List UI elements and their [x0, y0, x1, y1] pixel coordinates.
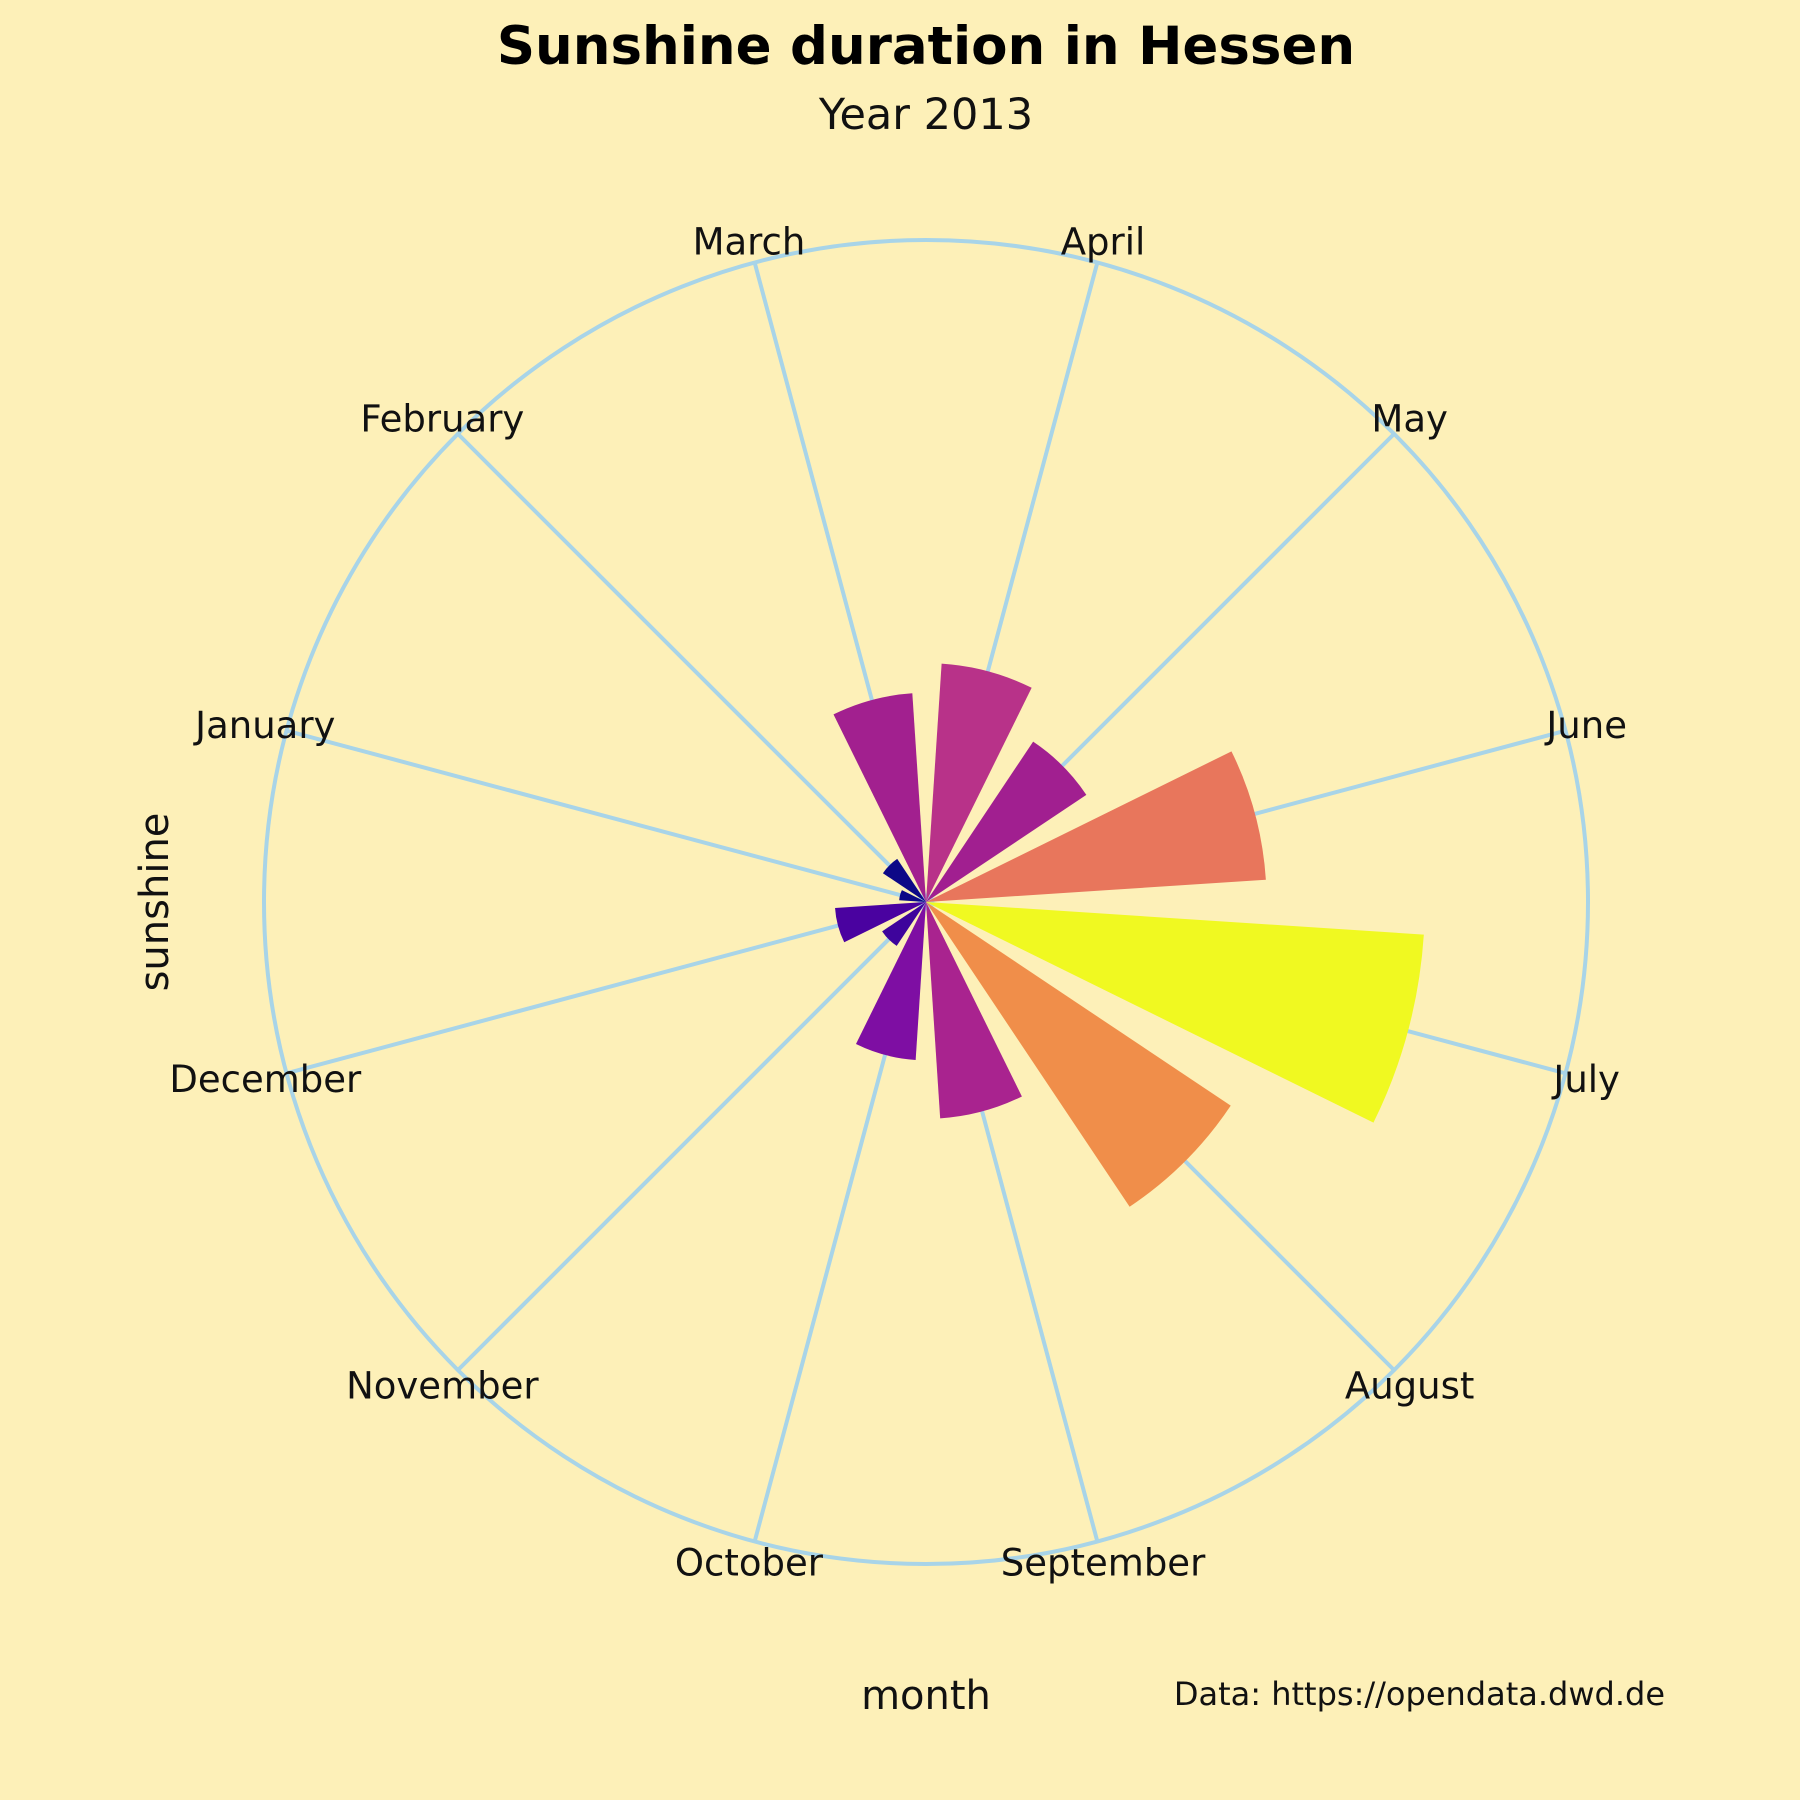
- bar-january: [899, 890, 926, 902]
- tick-label-june: June: [1544, 704, 1627, 747]
- data-source-caption: Data: https://opendata.dwd.de: [1174, 1675, 1665, 1713]
- bar-december: [835, 902, 926, 943]
- x-axis-label: month: [861, 1673, 991, 1719]
- bar-november: [882, 902, 926, 946]
- grid-spoke: [456, 900, 928, 1372]
- bar-september: [926, 902, 1022, 1119]
- grid-spoke: [286, 900, 927, 1076]
- tick-label-july: July: [1551, 1058, 1620, 1101]
- bar-june: [926, 751, 1266, 902]
- bars: [833, 663, 1424, 1207]
- tick-label-december: December: [169, 1058, 362, 1101]
- chart-title: Sunshine duration in Hessen: [497, 16, 1355, 77]
- tick-label-march: March: [693, 220, 806, 263]
- bar-october: [855, 902, 926, 1060]
- y-axis-label: sunshine: [132, 813, 178, 992]
- grid-spoke: [456, 432, 928, 904]
- outer-grid-circle: [262, 238, 1590, 1566]
- tick-label-october: October: [675, 1542, 824, 1585]
- tick-label-april: April: [1061, 220, 1146, 263]
- bar-april: [926, 663, 1032, 902]
- tick-label-august: August: [1345, 1365, 1474, 1408]
- bar-march: [833, 693, 926, 902]
- bar-may: [926, 741, 1087, 902]
- bar-august: [926, 902, 1231, 1207]
- bar-july: [926, 902, 1424, 1123]
- tick-label-september: September: [1001, 1542, 1206, 1585]
- tick-label-may: May: [1371, 397, 1448, 440]
- chart-subtitle: Year 2013: [818, 90, 1033, 140]
- tick-label-november: November: [346, 1365, 539, 1408]
- tick-label-january: January: [193, 704, 335, 747]
- month-tick-labels: January February March April May June July Augu…: [169, 220, 1627, 1584]
- grid-spoke: [286, 728, 927, 904]
- bar-february: [882, 858, 926, 902]
- tick-label-february: February: [360, 397, 524, 440]
